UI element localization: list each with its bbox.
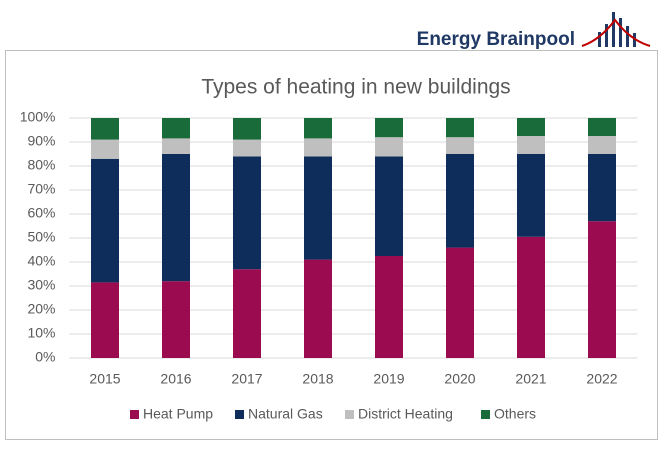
- bar-segment: [446, 137, 474, 154]
- y-tick-label: 100%: [20, 109, 56, 125]
- y-tick-label: 50%: [27, 229, 55, 245]
- y-tick-label: 10%: [27, 325, 55, 341]
- chart-title: Types of heating in new buildings: [201, 76, 510, 99]
- x-tick-label: 2017: [231, 371, 262, 387]
- bar-segment: [233, 139, 261, 157]
- bar-segment: [517, 154, 545, 237]
- bar-segment: [162, 118, 190, 139]
- bar-segment: [233, 156, 261, 270]
- legend-label: Natural Gas: [248, 406, 323, 422]
- y-tick-label: 20%: [27, 301, 55, 317]
- bar-segment: [588, 136, 616, 154]
- bar-segment: [588, 154, 616, 222]
- bar-segment: [446, 118, 474, 138]
- bar-segment: [91, 139, 119, 159]
- legend-swatch: [235, 410, 244, 419]
- y-tick-label: 90%: [27, 133, 55, 149]
- legend-swatch: [345, 410, 354, 419]
- legend-label: Heat Pump: [143, 406, 213, 422]
- bar-segment: [588, 221, 616, 358]
- bar-segment: [304, 138, 332, 157]
- bar-segment: [446, 247, 474, 358]
- bar-segment: [375, 156, 403, 256]
- y-tick-label: 40%: [27, 253, 55, 269]
- legend-swatch: [130, 410, 139, 419]
- y-tick-label: 0%: [35, 349, 55, 365]
- bar-segment: [375, 118, 403, 138]
- brand: Energy Brainpool: [417, 29, 575, 50]
- x-tick-label: 2016: [160, 371, 191, 387]
- bar-segment: [91, 118, 119, 140]
- bar-segment: [304, 259, 332, 358]
- chart-frame: [5, 50, 658, 440]
- bar-segment: [233, 118, 261, 140]
- bar-segment: [91, 158, 119, 283]
- x-tick-label: 2020: [444, 371, 475, 387]
- bar-segment: [91, 282, 119, 358]
- x-tick-label: 2018: [302, 371, 333, 387]
- bar-segment: [162, 138, 190, 154]
- bar-segment: [304, 118, 332, 139]
- bar-segment: [162, 154, 190, 282]
- bar-segment: [162, 281, 190, 358]
- x-tick-label: 2022: [586, 371, 617, 387]
- brand-logo: [581, 12, 651, 47]
- y-tick-label: 60%: [27, 205, 55, 221]
- y-tick-label: 30%: [27, 277, 55, 293]
- x-tick-label: 2021: [515, 371, 546, 387]
- bar-segment: [304, 156, 332, 260]
- x-tick-label: 2019: [373, 371, 404, 387]
- x-tick-label: 2015: [89, 371, 120, 387]
- bar-segment: [517, 236, 545, 358]
- bar-segment: [375, 137, 403, 157]
- bar-segment: [588, 118, 616, 136]
- legend-label: District Heating: [358, 406, 453, 422]
- legend-swatch: [481, 410, 490, 419]
- bar-segment: [233, 269, 261, 358]
- y-tick-label: 80%: [27, 157, 55, 173]
- bar-segment: [517, 136, 545, 154]
- y-tick-label: 70%: [27, 181, 55, 197]
- bar-segment: [517, 118, 545, 136]
- legend-label: Others: [494, 406, 536, 422]
- bar-segment: [375, 256, 403, 358]
- bar-segment: [446, 154, 474, 248]
